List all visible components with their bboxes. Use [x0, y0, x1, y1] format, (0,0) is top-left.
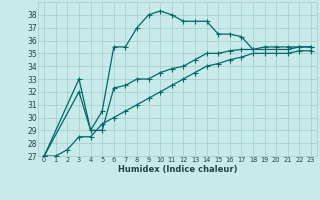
X-axis label: Humidex (Indice chaleur): Humidex (Indice chaleur) [118, 165, 237, 174]
